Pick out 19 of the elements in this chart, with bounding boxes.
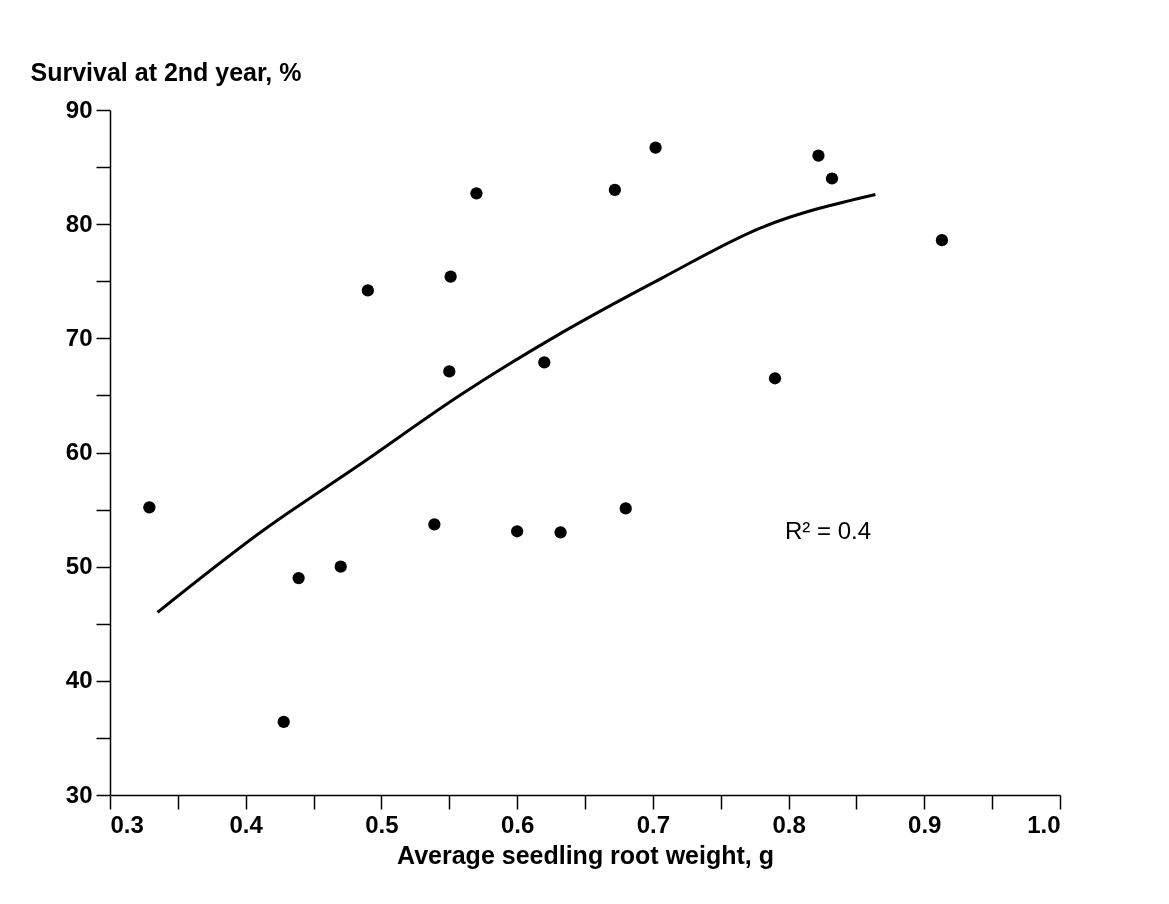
y-tick-label: 80 xyxy=(65,209,93,237)
x-tick-label: 0.4 xyxy=(229,810,264,838)
y-tick-label: 50 xyxy=(65,552,93,580)
annotation: R² = 0.4 xyxy=(785,517,872,544)
y-tick-label: 30 xyxy=(65,780,93,808)
line-series xyxy=(156,192,877,614)
y-tick-label: 60 xyxy=(65,438,93,465)
x-tick-label: 1.0 xyxy=(1027,810,1061,838)
y-axis-title: Survival at 2nd year, % xyxy=(30,57,302,86)
x-tick-label: 0.8 xyxy=(772,810,806,838)
x-axis-title: Average seedling root weight, g xyxy=(397,840,774,869)
x-tick-label: 0.9 xyxy=(908,810,942,838)
x-tick-label: 0.3 xyxy=(110,810,144,838)
x-tick-label: 0.5 xyxy=(365,810,399,838)
x-tick-label: 0.6 xyxy=(500,810,535,838)
x-tick-label: 0.7 xyxy=(636,810,671,838)
y-tick-label: 70 xyxy=(65,323,93,351)
y-tick-label: 90 xyxy=(65,95,93,123)
y-tick-label: 40 xyxy=(65,666,93,694)
